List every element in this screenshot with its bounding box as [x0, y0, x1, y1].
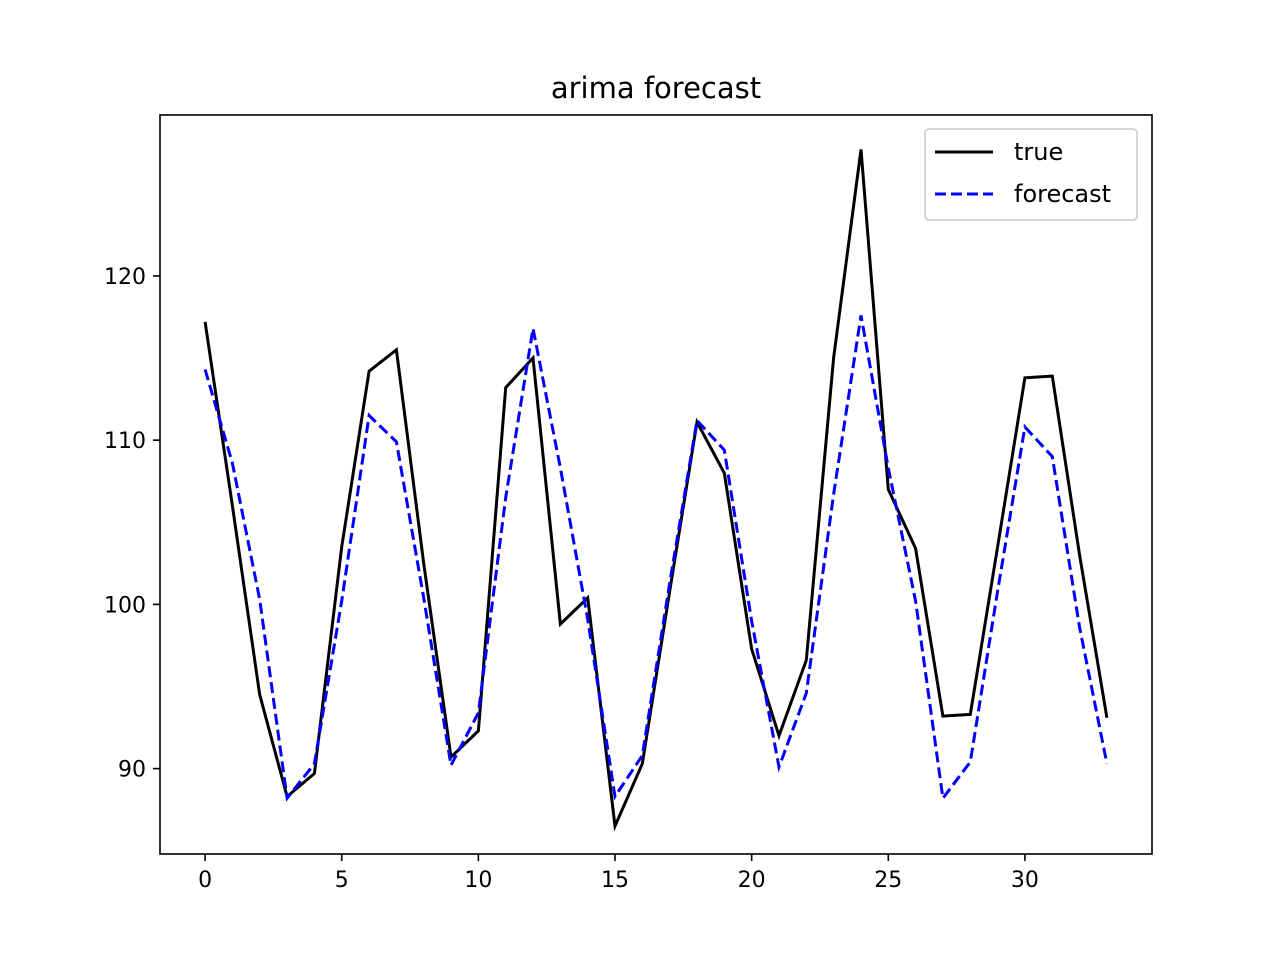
y-tick-label: 90 [118, 758, 146, 783]
y-axis: 90 100 110 120 [104, 265, 160, 783]
x-tick-label: 10 [464, 868, 492, 893]
x-tick-label: 0 [198, 868, 212, 893]
y-tick-label: 110 [104, 429, 146, 454]
x-axis: 0 5 10 15 20 25 30 [198, 854, 1039, 893]
y-tick-label: 120 [104, 265, 146, 290]
legend-label-true: true [1014, 138, 1063, 166]
plot-area [159, 114, 1153, 855]
series-line-forecast [203, 315, 1109, 802]
legend: true forecast [924, 128, 1138, 221]
y-tick-label: 100 [104, 593, 146, 618]
x-tick-label: 5 [335, 868, 349, 893]
x-tick-label: 25 [874, 868, 902, 893]
x-tick-label: 20 [738, 868, 766, 893]
legend-label-forecast: forecast [1014, 180, 1111, 208]
x-tick-label: 30 [1011, 868, 1039, 893]
series-layer [203, 149, 1109, 832]
x-tick-label: 15 [601, 868, 629, 893]
chart-title: arima forecast [551, 71, 761, 105]
